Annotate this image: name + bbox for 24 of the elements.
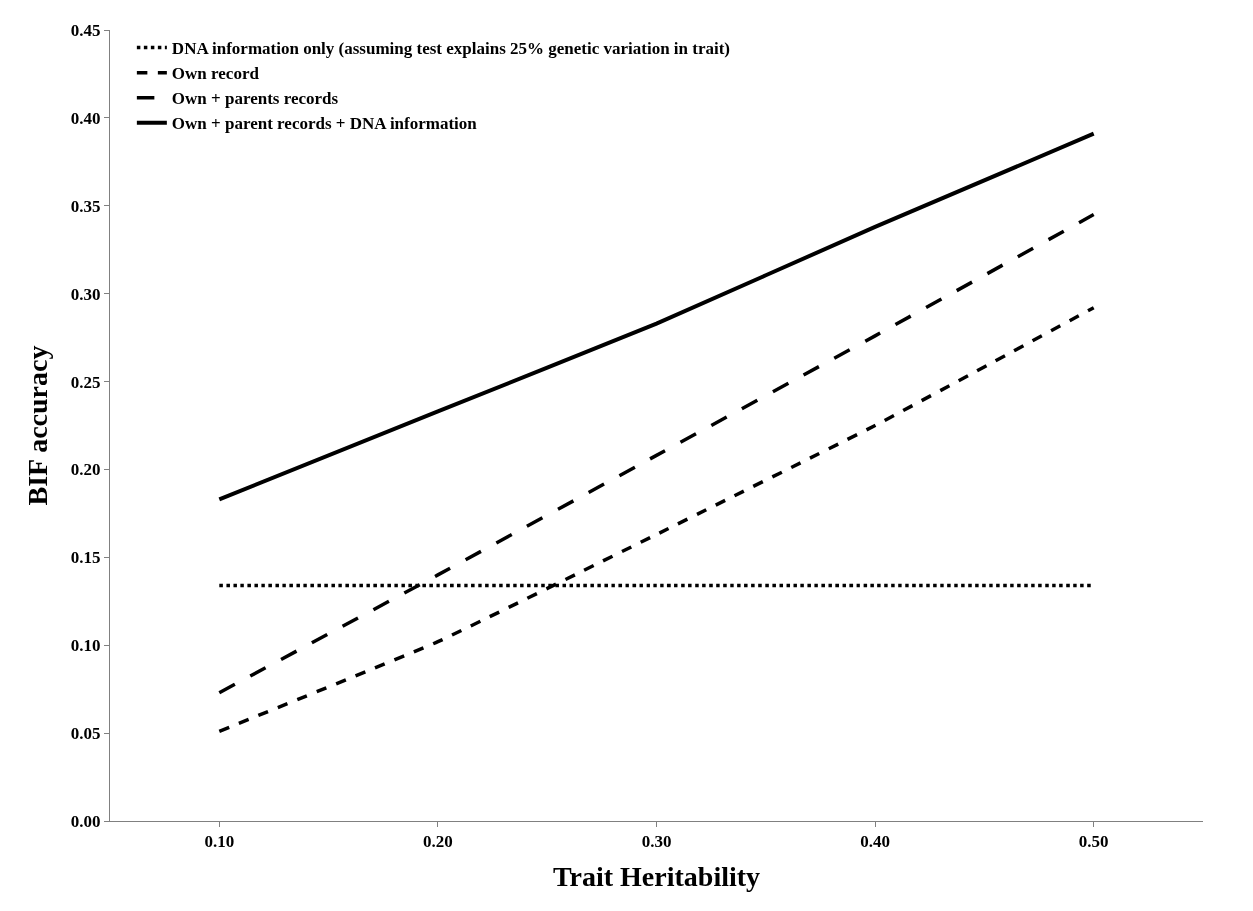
- line-series: [217, 212, 1096, 695]
- legend-label: Own + parents records: [171, 89, 339, 109]
- x-tick-label: 0.50: [1078, 832, 1109, 852]
- y-axis-title: BIF accuracy: [21, 345, 53, 506]
- y-tick-label: 0.40: [70, 108, 101, 128]
- legend-label: Own + parent records + DNA information: [171, 114, 478, 134]
- x-tick-label: 0.40: [860, 832, 890, 852]
- y-tick-label: 0.25: [70, 372, 101, 392]
- y-tick-label: 0.45: [70, 20, 101, 40]
- line-series: [217, 305, 1096, 734]
- y-tick-label: 0.05: [70, 724, 101, 744]
- x-tick-label: 0.20: [423, 832, 453, 852]
- x-tick-label: 0.10: [204, 832, 235, 852]
- legend-label: Own record: [171, 64, 260, 84]
- y-tick-label: 0.20: [70, 460, 101, 480]
- y-tick-label: 0.00: [70, 811, 101, 831]
- x-tick-label: 0.30: [641, 832, 672, 852]
- y-tick-label: 0.10: [70, 636, 101, 656]
- y-tick-label: 0.35: [70, 196, 101, 216]
- x-axis-title: Trait Heritability: [552, 860, 761, 892]
- y-tick-label: 0.30: [70, 284, 101, 304]
- y-tick-label: 0.15: [70, 548, 101, 568]
- legend-label: DNA information only (assuming test explains 25% genetic variation in trait): [171, 39, 731, 59]
- line-series: [217, 131, 1096, 502]
